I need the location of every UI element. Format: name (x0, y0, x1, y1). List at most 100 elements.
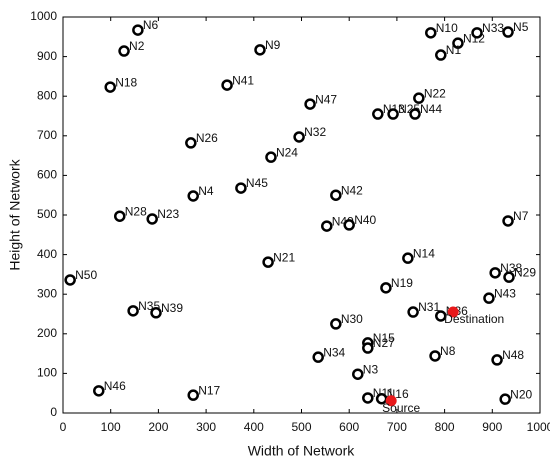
node (483, 292, 495, 304)
node (343, 219, 355, 231)
node-label: N42 (341, 183, 363, 197)
node (502, 26, 514, 38)
node (262, 256, 274, 268)
y-tick-label: 0 (50, 405, 57, 419)
node (362, 342, 374, 354)
node-label: N43 (494, 286, 516, 300)
node-label: N18 (115, 75, 137, 89)
x-tick-label: 300 (196, 420, 216, 434)
node-label: N29 (514, 265, 536, 279)
node-label: N44 (420, 102, 442, 116)
x-tick-label: 700 (387, 420, 407, 434)
node (146, 213, 158, 225)
node (187, 389, 199, 401)
x-tick-label: 100 (101, 420, 121, 434)
node (402, 252, 414, 264)
node (425, 27, 437, 39)
node-label: N32 (304, 125, 326, 139)
node-label: N6 (143, 18, 159, 32)
node-label: N50 (75, 268, 97, 282)
node-label: N23 (157, 207, 179, 221)
node-label: N46 (104, 379, 126, 393)
endpoint (385, 395, 397, 407)
node-label: N28 (125, 204, 147, 218)
node (435, 49, 447, 61)
x-tick-label: 900 (482, 420, 502, 434)
node-label: N21 (273, 250, 295, 264)
y-tick-label: 100 (37, 366, 57, 380)
node-label: N40 (354, 213, 376, 227)
y-tick-label: 400 (37, 247, 57, 261)
node (321, 220, 333, 232)
x-tick-label: 800 (435, 420, 455, 434)
node-label: N48 (502, 348, 524, 362)
node-label: N5 (513, 20, 529, 34)
node (330, 189, 342, 201)
y-tick-label: 700 (37, 128, 57, 142)
node-label: N19 (391, 276, 413, 290)
node (409, 108, 421, 120)
node-label: N41 (232, 73, 254, 87)
node-label: N27 (373, 336, 395, 350)
node (221, 79, 233, 91)
node (312, 351, 324, 363)
node (235, 182, 247, 194)
node-label: N30 (341, 312, 363, 326)
node (452, 37, 464, 49)
node (502, 215, 514, 227)
node (187, 190, 199, 202)
node-label: N34 (323, 345, 345, 359)
node (352, 368, 364, 380)
y-tick-label: 500 (37, 207, 57, 221)
y-tick-label: 900 (37, 49, 57, 63)
node (387, 108, 399, 120)
node-label: N17 (198, 383, 220, 397)
node (503, 271, 515, 283)
node (499, 393, 511, 405)
node-label: N26 (196, 131, 218, 145)
node (435, 310, 447, 322)
y-tick-label: 200 (37, 326, 57, 340)
node (265, 151, 277, 163)
node (489, 267, 501, 279)
node-label: N2 (129, 39, 145, 53)
node (330, 318, 342, 330)
node-label: N10 (436, 21, 458, 35)
node-label: N9 (265, 38, 281, 52)
node (254, 44, 266, 56)
node-label: N14 (413, 246, 435, 260)
y-tick-label: 300 (37, 286, 57, 300)
node (127, 305, 139, 317)
node (114, 210, 126, 222)
node (429, 350, 441, 362)
node (64, 274, 76, 286)
y-tick-label: 600 (37, 168, 57, 182)
node (93, 385, 105, 397)
node (407, 306, 419, 318)
node (150, 307, 162, 319)
node-label: N4 (198, 184, 214, 198)
node (293, 131, 305, 143)
x-tick-label: 500 (291, 420, 311, 434)
x-tick-label: 200 (148, 420, 168, 434)
node-label: N3 (363, 362, 379, 376)
node (362, 392, 374, 404)
endpoint (447, 306, 459, 318)
node-label: N33 (482, 21, 504, 35)
node (185, 137, 197, 149)
node-label: N45 (246, 176, 268, 190)
node-label: N22 (424, 86, 446, 100)
node (104, 81, 116, 93)
node (118, 45, 130, 57)
y-tick-label: 1000 (30, 9, 57, 23)
node-label: N15 (373, 331, 395, 345)
node-label: N8 (440, 344, 456, 358)
node-label: N1 (446, 43, 462, 57)
node (491, 354, 503, 366)
node (471, 27, 483, 39)
x-tick-label: 1000 (527, 420, 550, 434)
node-label: N7 (513, 209, 529, 223)
node-label: N39 (161, 301, 183, 315)
